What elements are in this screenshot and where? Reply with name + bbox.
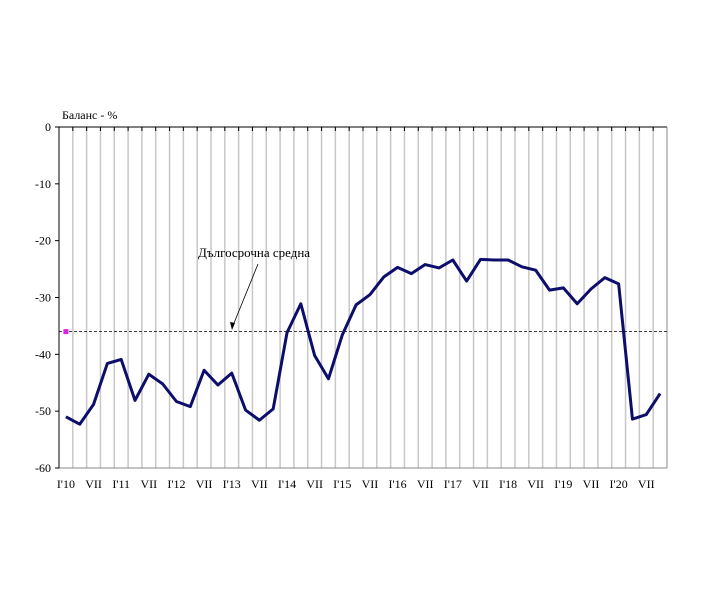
y-tick-label: -40	[35, 347, 51, 361]
x-tick-label: VII	[638, 477, 655, 491]
x-tick-label: VII	[306, 477, 323, 491]
x-tick-label: I'19	[554, 477, 572, 491]
y-tick-label: 0	[45, 120, 51, 134]
average-marker	[63, 329, 69, 335]
annotation-arrow	[231, 263, 259, 329]
x-tick-label: VII	[583, 477, 600, 491]
series-line	[65, 257, 662, 426]
x-tick-label: I'15	[333, 477, 351, 491]
x-tick-label: I'11	[112, 477, 130, 491]
x-tick-label: VII	[527, 477, 544, 491]
x-tick-label: VII	[417, 477, 434, 491]
reference-line-label: Дългосрочна средна	[198, 245, 310, 260]
y-tick-label: -60	[35, 461, 51, 475]
x-tick-label: VII	[472, 477, 489, 491]
y-axis-label: Баланс - %	[62, 108, 117, 122]
x-tick-label: VII	[140, 477, 157, 491]
x-tick-label: VII	[85, 477, 102, 491]
x-tick-label: I'18	[499, 477, 517, 491]
y-tick-label: -20	[35, 234, 51, 248]
x-tick-label: I'16	[388, 477, 406, 491]
x-tick-label: I'14	[278, 477, 296, 491]
x-tick-label: I'13	[223, 477, 241, 491]
x-tick-label: VII	[362, 477, 379, 491]
x-tick-label: I'20	[610, 477, 628, 491]
y-tick-label: -30	[35, 291, 51, 305]
y-tick-label: -50	[35, 404, 51, 418]
x-tick-label: I'12	[167, 477, 185, 491]
x-tick-label: VII	[251, 477, 268, 491]
y-tick-label: -10	[35, 177, 51, 191]
x-tick-label: I'17	[444, 477, 462, 491]
arrow-head-icon	[230, 322, 235, 330]
x-tick-label: VII	[196, 477, 213, 491]
x-tick-label: I'10	[57, 477, 75, 491]
